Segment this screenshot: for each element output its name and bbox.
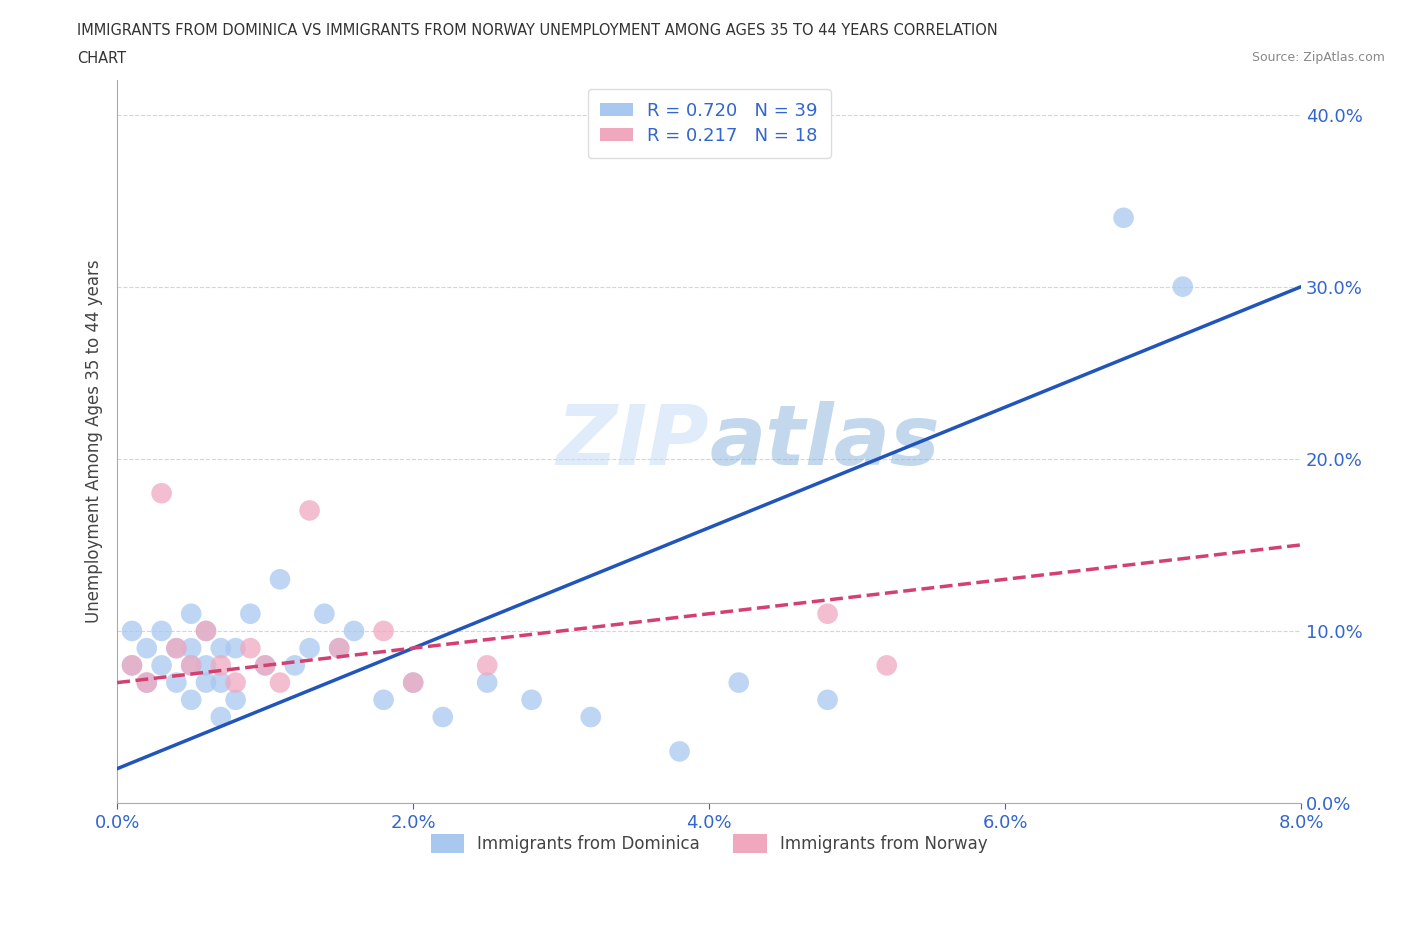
- Point: [209, 675, 232, 690]
- Point: [343, 623, 366, 638]
- Point: [727, 675, 749, 690]
- Point: [1112, 210, 1135, 225]
- Point: [195, 623, 218, 638]
- Point: [817, 606, 839, 621]
- Point: [165, 641, 187, 656]
- Text: ZIP: ZIP: [557, 401, 709, 482]
- Point: [165, 641, 187, 656]
- Point: [180, 606, 202, 621]
- Text: atlas: atlas: [709, 401, 939, 482]
- Point: [402, 675, 425, 690]
- Point: [1171, 279, 1194, 294]
- Point: [284, 658, 307, 672]
- Point: [402, 675, 425, 690]
- Point: [180, 692, 202, 707]
- Point: [225, 641, 247, 656]
- Point: [817, 692, 839, 707]
- Point: [195, 623, 218, 638]
- Text: CHART: CHART: [77, 51, 127, 66]
- Point: [225, 675, 247, 690]
- Point: [269, 572, 291, 587]
- Point: [150, 658, 173, 672]
- Point: [239, 641, 262, 656]
- Point: [209, 710, 232, 724]
- Point: [475, 675, 498, 690]
- Point: [668, 744, 690, 759]
- Point: [328, 641, 350, 656]
- Point: [520, 692, 543, 707]
- Point: [254, 658, 277, 672]
- Point: [269, 675, 291, 690]
- Point: [135, 675, 157, 690]
- Point: [373, 692, 395, 707]
- Point: [121, 658, 143, 672]
- Point: [475, 658, 498, 672]
- Point: [195, 675, 218, 690]
- Point: [254, 658, 277, 672]
- Legend: Immigrants from Dominica, Immigrants from Norway: Immigrants from Dominica, Immigrants fro…: [425, 828, 994, 860]
- Point: [239, 606, 262, 621]
- Point: [373, 623, 395, 638]
- Point: [135, 675, 157, 690]
- Text: IMMIGRANTS FROM DOMINICA VS IMMIGRANTS FROM NORWAY UNEMPLOYMENT AMONG AGES 35 TO: IMMIGRANTS FROM DOMINICA VS IMMIGRANTS F…: [77, 23, 998, 38]
- Point: [432, 710, 454, 724]
- Point: [180, 641, 202, 656]
- Point: [195, 658, 218, 672]
- Point: [180, 658, 202, 672]
- Point: [180, 658, 202, 672]
- Y-axis label: Unemployment Among Ages 35 to 44 years: Unemployment Among Ages 35 to 44 years: [86, 259, 103, 623]
- Point: [135, 641, 157, 656]
- Text: Source: ZipAtlas.com: Source: ZipAtlas.com: [1251, 51, 1385, 64]
- Point: [328, 641, 350, 656]
- Point: [314, 606, 336, 621]
- Point: [150, 485, 173, 500]
- Point: [579, 710, 602, 724]
- Point: [121, 623, 143, 638]
- Point: [225, 692, 247, 707]
- Point: [298, 503, 321, 518]
- Point: [876, 658, 898, 672]
- Point: [121, 658, 143, 672]
- Point: [209, 641, 232, 656]
- Point: [165, 675, 187, 690]
- Point: [298, 641, 321, 656]
- Point: [150, 623, 173, 638]
- Point: [209, 658, 232, 672]
